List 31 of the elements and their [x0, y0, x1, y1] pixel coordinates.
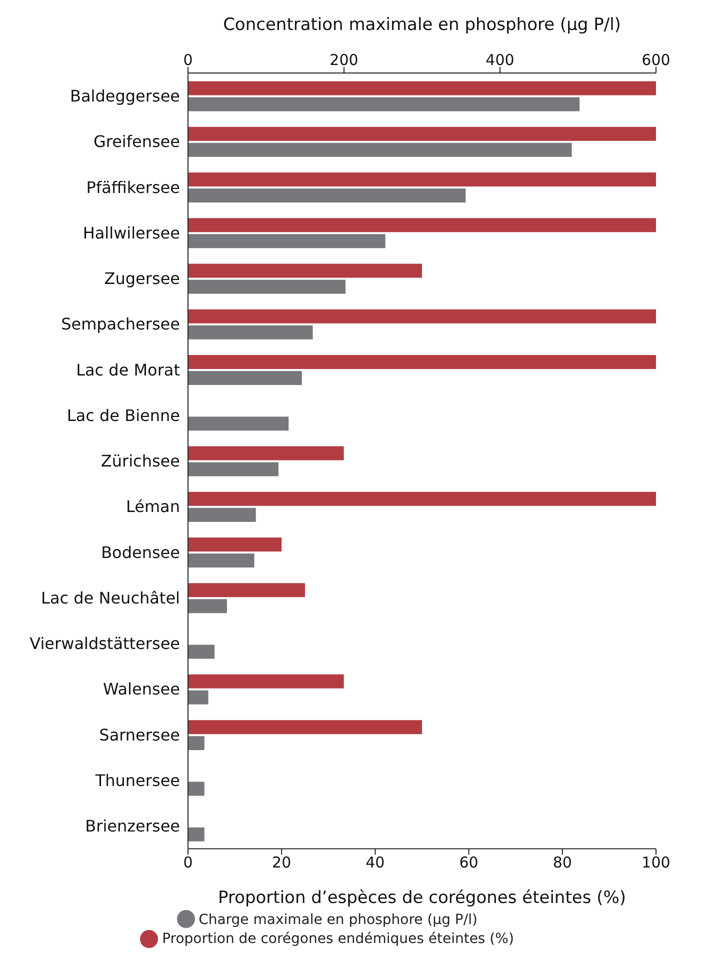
x-tick-label: 100 [642, 853, 670, 872]
x2-tick-label: 0 [183, 51, 193, 69]
y-tick-label: Zürichsee [100, 452, 180, 471]
x2-tick-label: 600 [642, 51, 670, 69]
y-tick-label: Greifensee [93, 132, 180, 152]
x2-tick-label: 400 [486, 51, 514, 69]
x-tick-label: 60 [459, 853, 478, 872]
y-tick-label: Pfäffikersee [86, 178, 180, 197]
y-tick-label: Vierwaldstättersee [30, 634, 180, 654]
x-tick-label: 40 [366, 853, 385, 872]
y-tick-label: Bodensee [101, 542, 180, 562]
legend-label: Proportion de corégones endémiques éteintes (%) [162, 931, 514, 948]
x2-tick-label: 200 [330, 51, 358, 69]
y-tick-label: Sempachersee [61, 314, 180, 334]
y-tick-label: Léman [126, 497, 180, 516]
legend-label: Charge maximale en phosphore (µg P/l) [198, 912, 478, 928]
y-tick-label: Lac de Neuchâtel [41, 588, 180, 608]
y-tick-label: Brienzersee [85, 816, 180, 836]
y-tick-label: Lac de Bienne [66, 406, 180, 425]
y-tick-label: Walensee [102, 680, 180, 699]
x2-axis-title: Concentration maximale en phosphore (µg P/l) [223, 15, 621, 36]
y-tick-label: Hallwilersee [82, 223, 180, 242]
x-tick-label: 20 [272, 853, 292, 872]
y-tick-label: Sarnersee [99, 725, 180, 744]
y-tick-label: Lac de Morat [76, 360, 180, 380]
x-tick-label: 80 [552, 853, 572, 872]
x-axis-title: Proportion d’espèces de corégones éteintes (%) [218, 888, 626, 908]
y-tick-label: Zugersee [104, 269, 180, 288]
y-tick-label: Thunersee [94, 770, 180, 790]
y-tick-label: Baldeggersee [70, 86, 180, 106]
x-tick-label: 0 [183, 853, 193, 872]
